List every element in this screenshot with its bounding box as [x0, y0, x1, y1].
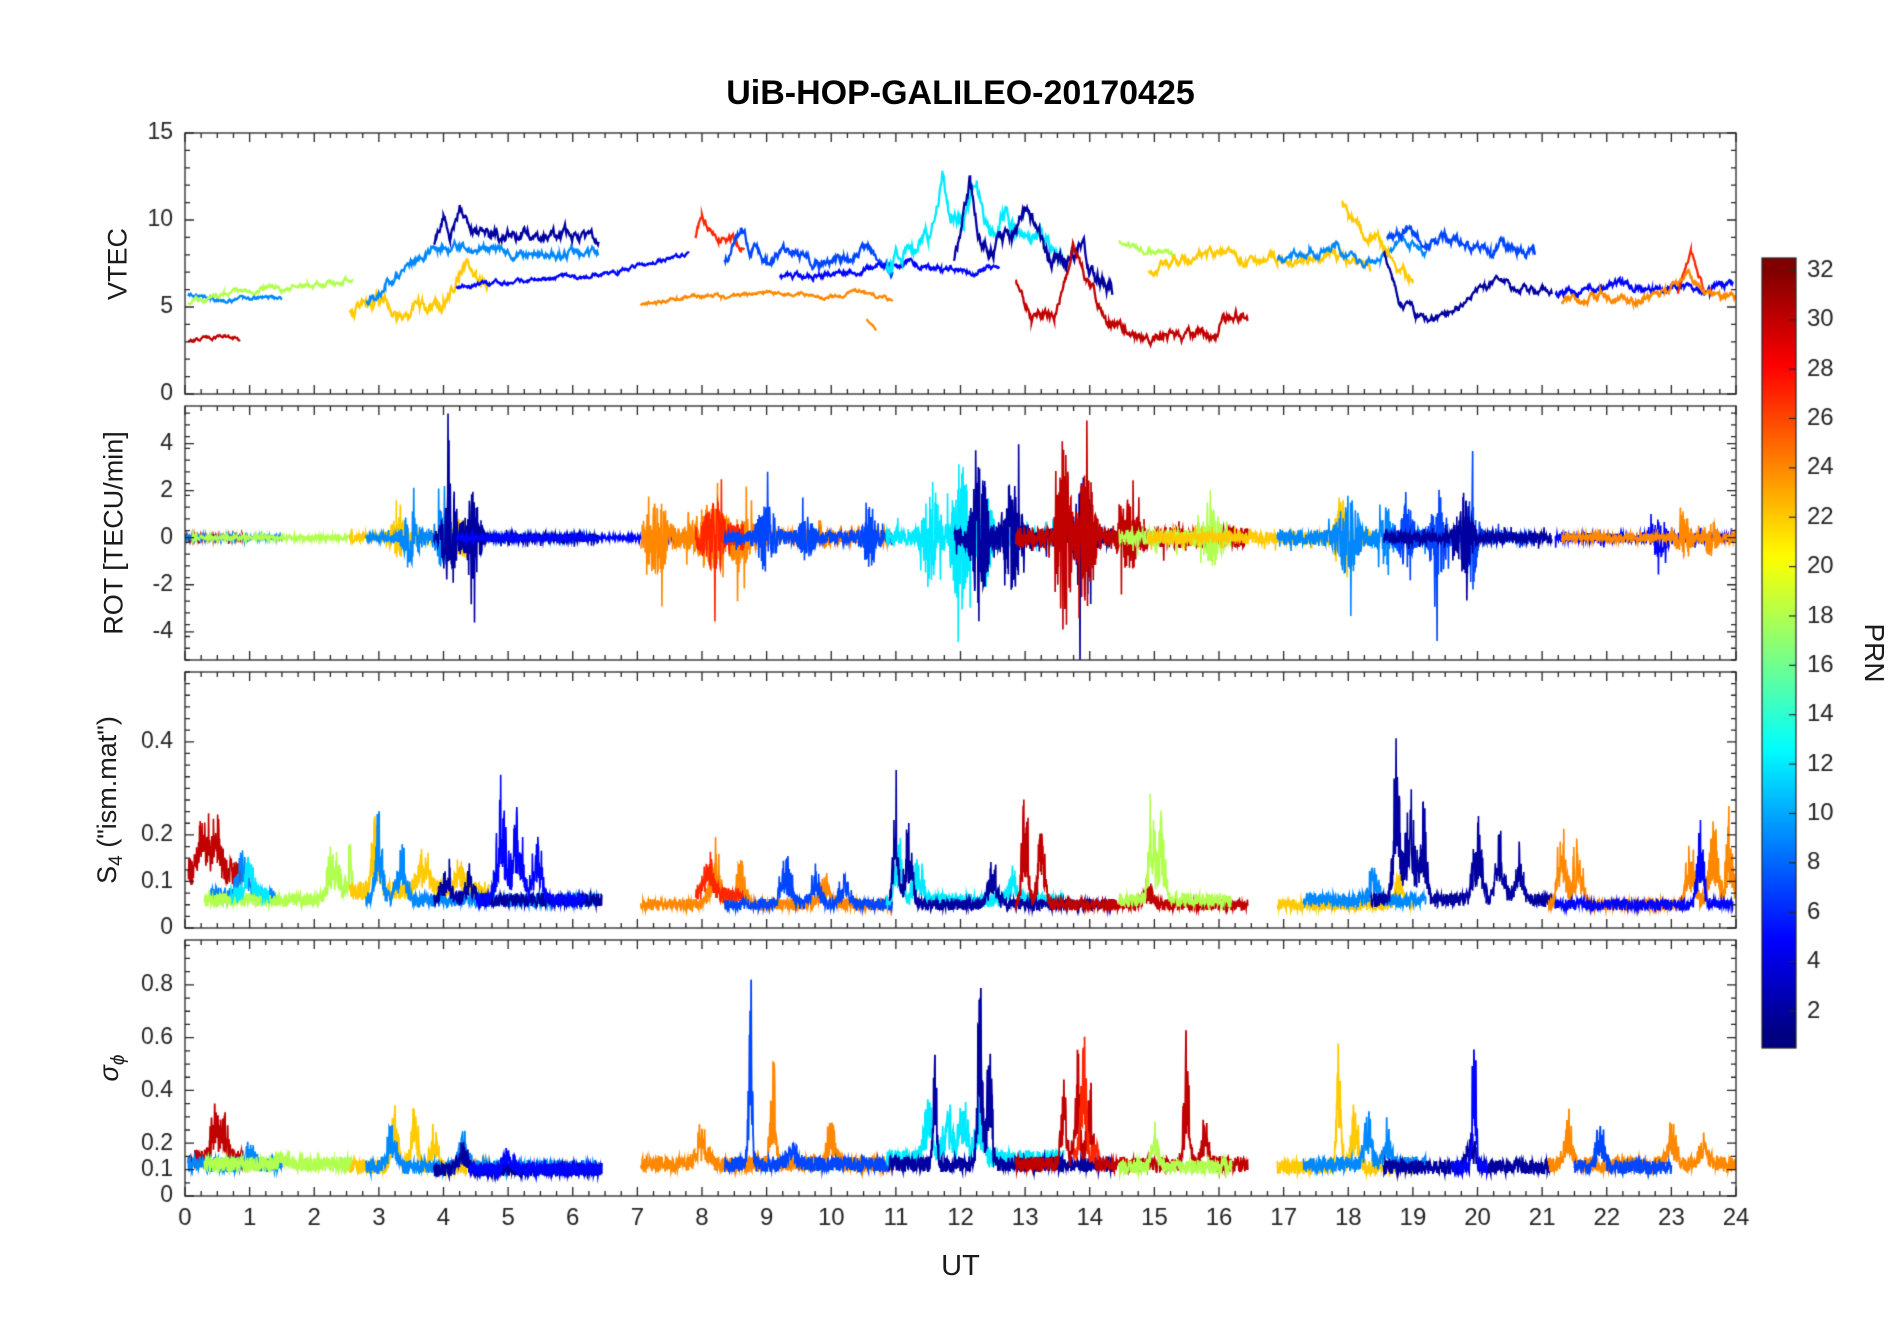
sigma-label-main: σ: [93, 1065, 124, 1082]
y-axis-label-vtec-text: VTEC: [102, 227, 133, 301]
s4-label-sub: 4: [106, 855, 128, 866]
s4-label-main: S: [91, 865, 122, 884]
y-axis-label-rot-text: ROT [TECU/min]: [98, 431, 129, 635]
y-axis-label-sigma-phi: σϕ: [94, 1055, 130, 1082]
y-axis-label-rot: ROT [TECU/min]: [99, 431, 130, 635]
y-axis-label-s4: S4 ("ism.mat"): [92, 716, 128, 884]
y-axis-label-vtec: VTEC: [103, 228, 134, 300]
chart-title: UiB-HOP-GALILEO-20170425: [726, 74, 1195, 112]
sigma-label-sub: ϕ: [108, 1054, 130, 1066]
x-axis-label: UT: [941, 1250, 980, 1282]
colorbar-label: PRN: [1859, 623, 1890, 683]
s4-label-rest: ("ism.mat"): [91, 716, 122, 856]
